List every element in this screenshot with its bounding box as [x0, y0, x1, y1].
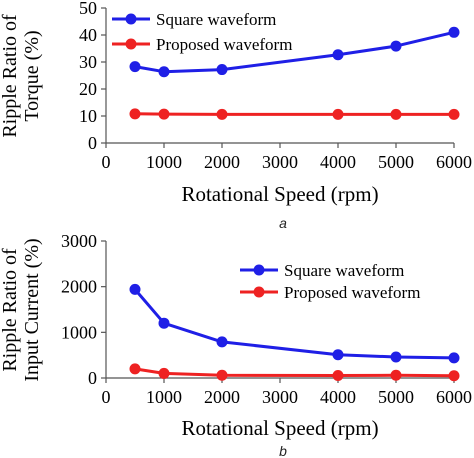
- panel-b-proposed-waveform-point: [448, 370, 460, 382]
- chart-panel-a: 0 10 20 30 40 50 0 1000 2000 3000 4000 5000 6000 Squa…: [0, 0, 472, 231]
- panel-a-square-waveform-point: [158, 66, 170, 78]
- panel-b-x-tick-label: 4000: [320, 387, 356, 407]
- panel-a-square-waveform-point: [332, 49, 344, 61]
- panel-a-plot: 0 10 20 30 40 50 0 1000 2000 3000 4000 5000 6000 Squa…: [79, 0, 472, 172]
- panel-a-square-waveform-point: [216, 64, 228, 76]
- panel-a-legend-proposed-waveform-label: Proposed waveform: [156, 35, 292, 54]
- panel-b-square-waveform-line: [133, 288, 455, 360]
- panel-a-x-tick-label: 5000: [378, 152, 414, 172]
- panel-a-y-tick-label: 40: [79, 25, 97, 45]
- panel-b-proposed-waveform-point: [129, 363, 141, 375]
- panel-a-xlabel: Rotational Speed (rpm): [181, 182, 378, 206]
- panel-a-ylabel-line1: Ripple Ratio of: [0, 14, 21, 138]
- panel-a-y-tick-label: 20: [79, 79, 97, 99]
- panel-b-proposed-waveform-point: [158, 367, 170, 379]
- panel-b-x-tick-label: 6000: [436, 387, 472, 407]
- panel-a-x-tick-label: 4000: [320, 152, 356, 172]
- panel-b-square-waveform-point: [448, 352, 460, 364]
- panel-a-square-waveform-point: [390, 40, 402, 52]
- panel-b-legend-proposed-waveform-label: Proposed waveform: [284, 283, 420, 302]
- panel-b-y-tick-label: 1000: [61, 322, 97, 342]
- panel-a-x-tick-label: 2000: [204, 152, 240, 172]
- panel-b-square-waveform-point: [390, 351, 402, 363]
- panel-a-x-tick-label: 3000: [262, 152, 298, 172]
- panel-a-y-tick-label: 30: [79, 52, 97, 72]
- panel-b-xlabel: Rotational Speed (rpm): [181, 416, 378, 440]
- panel-a-x-tick-label: 1000: [146, 152, 182, 172]
- panel-a-legend-square-waveform-marker: [125, 13, 137, 25]
- panel-a-legend-square-waveform-label: Square waveform: [156, 10, 276, 29]
- panel-a-proposed-waveform-point: [390, 108, 402, 120]
- panel-a-square-waveform-point: [129, 61, 141, 73]
- panel-b-x-tick-label: 1000: [146, 387, 182, 407]
- panel-a-x-tick-label: 6000: [436, 152, 472, 172]
- panel-a-proposed-waveform-point: [216, 108, 228, 120]
- panel-b-proposed-waveform-point: [390, 369, 402, 381]
- panel-a-y-tick-label: 50: [79, 0, 97, 18]
- panel-b-x-tick-label: 5000: [378, 387, 414, 407]
- panel-b-legend-square-waveform-marker: [253, 264, 265, 276]
- panel-b-square-waveform-point: [158, 317, 170, 329]
- panel-a-ylabel-line2: Torque (%): [21, 30, 43, 121]
- panel-b-y-tick-label: 3000: [61, 231, 97, 251]
- panel-b-caption: b: [279, 443, 287, 458]
- panel-b-proposed-waveform-point: [332, 369, 344, 381]
- panel-a-y-tick-label: 10: [79, 106, 97, 126]
- panel-b-legend-square-waveform-label: Square waveform: [284, 261, 404, 280]
- panel-b-proposed-waveform-point: [216, 369, 228, 381]
- panel-b-y-tick-label: 2000: [61, 277, 97, 297]
- panel-a-square-waveform-point: [448, 26, 460, 38]
- panel-a-x-tick-label: 0: [102, 152, 111, 172]
- panel-b-ylabel-line2: Input Current (%): [21, 238, 43, 381]
- panel-b-square-waveform-point: [129, 283, 141, 295]
- panel-b-y-tick-label: 0: [88, 368, 97, 388]
- panel-a-proposed-waveform-point: [332, 108, 344, 120]
- panel-a-proposed-waveform-point: [448, 108, 460, 120]
- panel-b-x-tick-label: 2000: [204, 387, 240, 407]
- panel-b-legend-proposed-waveform-marker: [253, 286, 265, 298]
- panel-b-square-waveform-point: [216, 336, 228, 348]
- chart-panel-b: 0 1000 2000 3000 0 1000 2000 3000 4000 5000 6000 Sq…: [0, 231, 472, 458]
- panel-a-y-tick-label: 0: [88, 133, 97, 153]
- panel-a-proposed-waveform-point: [129, 108, 141, 120]
- panel-b-proposed-waveform-line: [134, 367, 455, 378]
- panel-a-legend-proposed-waveform-marker: [125, 38, 137, 50]
- panel-a-proposed-waveform-line: [134, 112, 454, 116]
- panel-b-x-tick-label: 0: [102, 387, 111, 407]
- panel-a-caption: a: [279, 215, 287, 231]
- panel-a-proposed-waveform-point: [158, 108, 170, 120]
- panel-b-square-waveform-point: [332, 349, 344, 361]
- panel-b-x-tick-label: 3000: [262, 387, 298, 407]
- panel-b-plot: 0 1000 2000 3000 0 1000 2000 3000 4000 5000 6000 Sq…: [61, 231, 472, 407]
- panel-b-ylabel-line1: Ripple Ratio of: [0, 248, 21, 372]
